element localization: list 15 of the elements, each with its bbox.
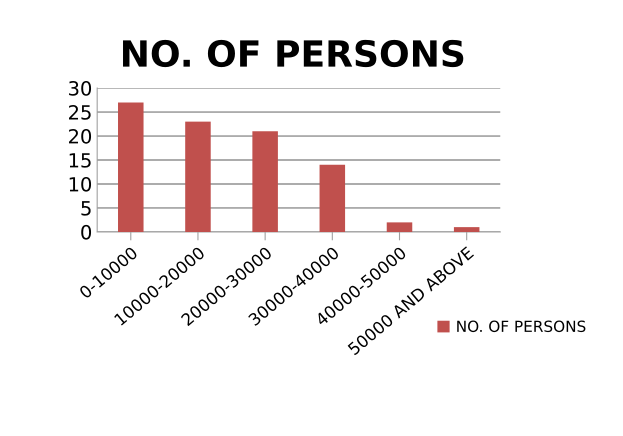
- bar: [320, 164, 346, 232]
- y-tick-label: 15: [70, 153, 91, 168]
- bar: [118, 102, 144, 232]
- y-tick-label: 5: [81, 201, 91, 216]
- y-tick-label: 0: [81, 224, 92, 240]
- bar: [252, 131, 278, 232]
- legend-label: NO. OF PERSONS: [457, 320, 586, 332]
- y-tick-label: 25: [69, 105, 91, 120]
- bar: [454, 227, 480, 232]
- bar: [386, 222, 412, 232]
- y-tick-label: 10: [70, 176, 92, 192]
- y-tick-label: 20: [69, 128, 92, 144]
- y-tick-label: 30: [69, 81, 92, 96]
- bar: [185, 122, 211, 232]
- chart-title: NO. OF PERSONS: [123, 40, 464, 68]
